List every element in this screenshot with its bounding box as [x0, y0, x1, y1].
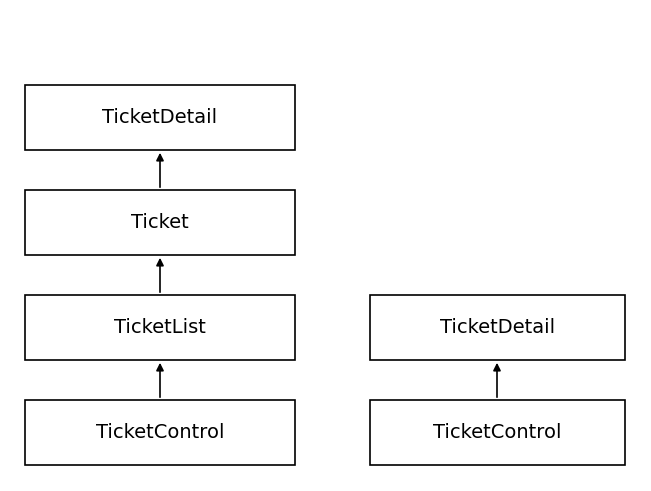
Bar — [370, 295, 625, 360]
Bar — [25, 190, 295, 255]
Text: TicketDetail: TicketDetail — [102, 108, 217, 127]
Text: Ticket: Ticket — [131, 213, 189, 232]
Bar — [25, 295, 295, 360]
Text: TicketList: TicketList — [114, 318, 206, 337]
Bar — [370, 400, 625, 465]
Bar — [25, 85, 295, 150]
Text: TicketControl: TicketControl — [96, 423, 224, 442]
Text: TicketDetail: TicketDetail — [440, 318, 555, 337]
Bar — [25, 400, 295, 465]
Text: TicketControl: TicketControl — [434, 423, 562, 442]
